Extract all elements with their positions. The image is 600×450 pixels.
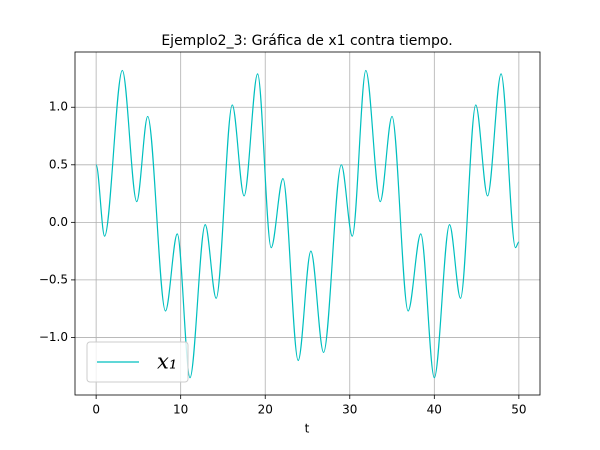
legend-label: x₁: [157, 350, 177, 374]
y-tick-label: −1.0: [39, 330, 68, 344]
x-tick-label: 0: [92, 403, 100, 417]
y-tick-label: −0.5: [39, 272, 68, 286]
y-tick-label: 0.0: [49, 215, 68, 229]
y-tick-label: 0.5: [49, 157, 68, 171]
axes-frame: [74, 51, 541, 396]
x-tick-label: 40: [427, 403, 442, 417]
x-tick-label: 20: [258, 403, 273, 417]
x-tick-label: 30: [342, 403, 357, 417]
x-axis-label: t: [305, 422, 310, 436]
chart-title: Ejemplo2_3: Gráfica de x1 contra tiempo.: [161, 33, 452, 49]
x-tick-label: 10: [173, 403, 188, 417]
line-series: [95, 69, 520, 379]
x-tick-label: 50: [511, 403, 526, 417]
y-tick-label: 1.0: [49, 100, 68, 114]
